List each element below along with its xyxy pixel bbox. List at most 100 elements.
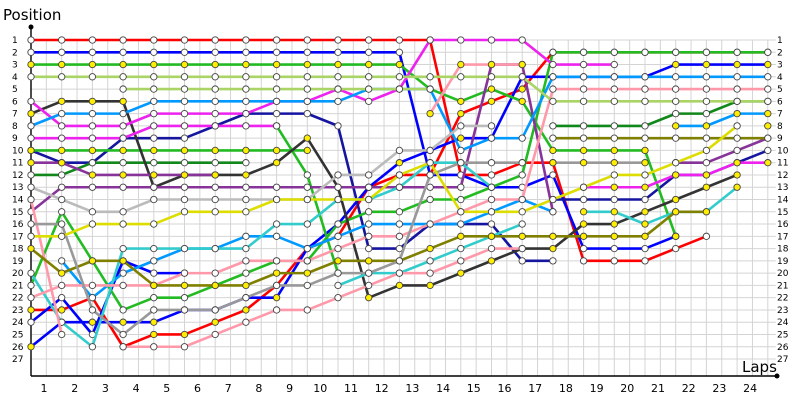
y-tick-label-left: 19 (12, 257, 24, 267)
data-point (764, 48, 772, 56)
data-point (272, 36, 281, 44)
data-point (702, 48, 711, 56)
data-point (426, 73, 434, 81)
data-point (395, 73, 404, 81)
data-point (610, 220, 618, 228)
data-point (764, 97, 772, 106)
data-point (150, 195, 158, 204)
data-point (334, 195, 342, 204)
data-point (272, 109, 281, 118)
data-point (365, 232, 373, 240)
data-point (150, 244, 158, 253)
data-point (180, 294, 189, 302)
x-axis-arrow-icon (774, 373, 780, 379)
data-point (641, 159, 649, 167)
data-point (518, 85, 526, 93)
y-tick-label-right: 22 (777, 294, 788, 304)
x-tick-label: 20 (620, 382, 634, 395)
data-point (702, 109, 711, 118)
series-line (674, 136, 770, 164)
data-point (487, 257, 496, 265)
data-point (303, 195, 311, 204)
data-point (395, 220, 404, 228)
data-point (272, 159, 281, 167)
data-point (733, 134, 741, 142)
data-point (365, 73, 373, 81)
data-point (211, 48, 219, 56)
data-point (365, 183, 373, 191)
data-point (272, 195, 281, 204)
data-point (211, 146, 219, 155)
y-tick-label-right: 26 (777, 343, 789, 353)
data-point (180, 146, 189, 155)
data-point (150, 183, 158, 191)
data-point (242, 122, 250, 130)
data-point (549, 122, 557, 130)
data-point (641, 146, 649, 155)
y-tick-label-right: 2 (777, 48, 783, 58)
data-point (150, 36, 158, 44)
y-tick-label-right: 19 (777, 257, 789, 267)
series-27 (27, 195, 526, 351)
data-point (426, 269, 434, 277)
series-line (29, 100, 739, 299)
data-point (150, 306, 158, 314)
chart-grid (31, 39, 776, 376)
data-point (119, 122, 127, 130)
data-point (334, 294, 342, 302)
data-point (457, 109, 465, 118)
data-point (426, 220, 434, 228)
data-point (119, 318, 127, 326)
data-point (88, 220, 97, 228)
data-point (119, 171, 127, 179)
data-point (242, 269, 250, 277)
data-point (58, 60, 66, 69)
data-point (487, 244, 496, 253)
data-point (88, 97, 97, 106)
data-point (457, 146, 465, 155)
data-point (88, 122, 97, 130)
series-line (29, 50, 678, 250)
data-point (334, 122, 342, 130)
data-point (211, 36, 219, 44)
data-point (27, 294, 35, 302)
data-point (518, 159, 526, 167)
data-point (733, 159, 741, 167)
data-point (733, 109, 741, 118)
data-point (549, 60, 557, 69)
data-point (180, 281, 189, 290)
data-point (180, 85, 189, 93)
data-point (457, 134, 465, 142)
data-point (426, 109, 434, 118)
data-point (242, 109, 250, 118)
data-point (395, 146, 404, 155)
data-point (88, 146, 97, 155)
x-tick-label: 7 (225, 382, 232, 395)
x-tick-label: 22 (682, 382, 696, 395)
y-tick-label-right: 17 (777, 232, 788, 242)
data-point (150, 85, 158, 93)
data-point (272, 73, 281, 81)
data-point (487, 220, 496, 228)
series-23 (27, 159, 496, 351)
data-point (395, 85, 404, 93)
data-point (211, 85, 219, 93)
data-point (764, 60, 772, 69)
data-point (579, 183, 588, 191)
x-tick-label: 17 (528, 382, 542, 395)
data-point (672, 208, 680, 216)
data-point (211, 318, 219, 326)
y-tick-label-right: 8 (777, 122, 783, 132)
data-point (733, 146, 741, 155)
data-point (303, 257, 311, 265)
data-point (27, 343, 35, 351)
data-point (272, 220, 281, 228)
data-point (119, 146, 127, 155)
y-tick-label-left: 1 (12, 36, 18, 46)
y-tick-label-right: 6 (777, 97, 783, 107)
data-point (457, 195, 465, 204)
data-point (303, 36, 311, 44)
data-point (119, 48, 127, 56)
data-point (395, 183, 404, 191)
y-tick-label-right: 3 (777, 61, 783, 71)
